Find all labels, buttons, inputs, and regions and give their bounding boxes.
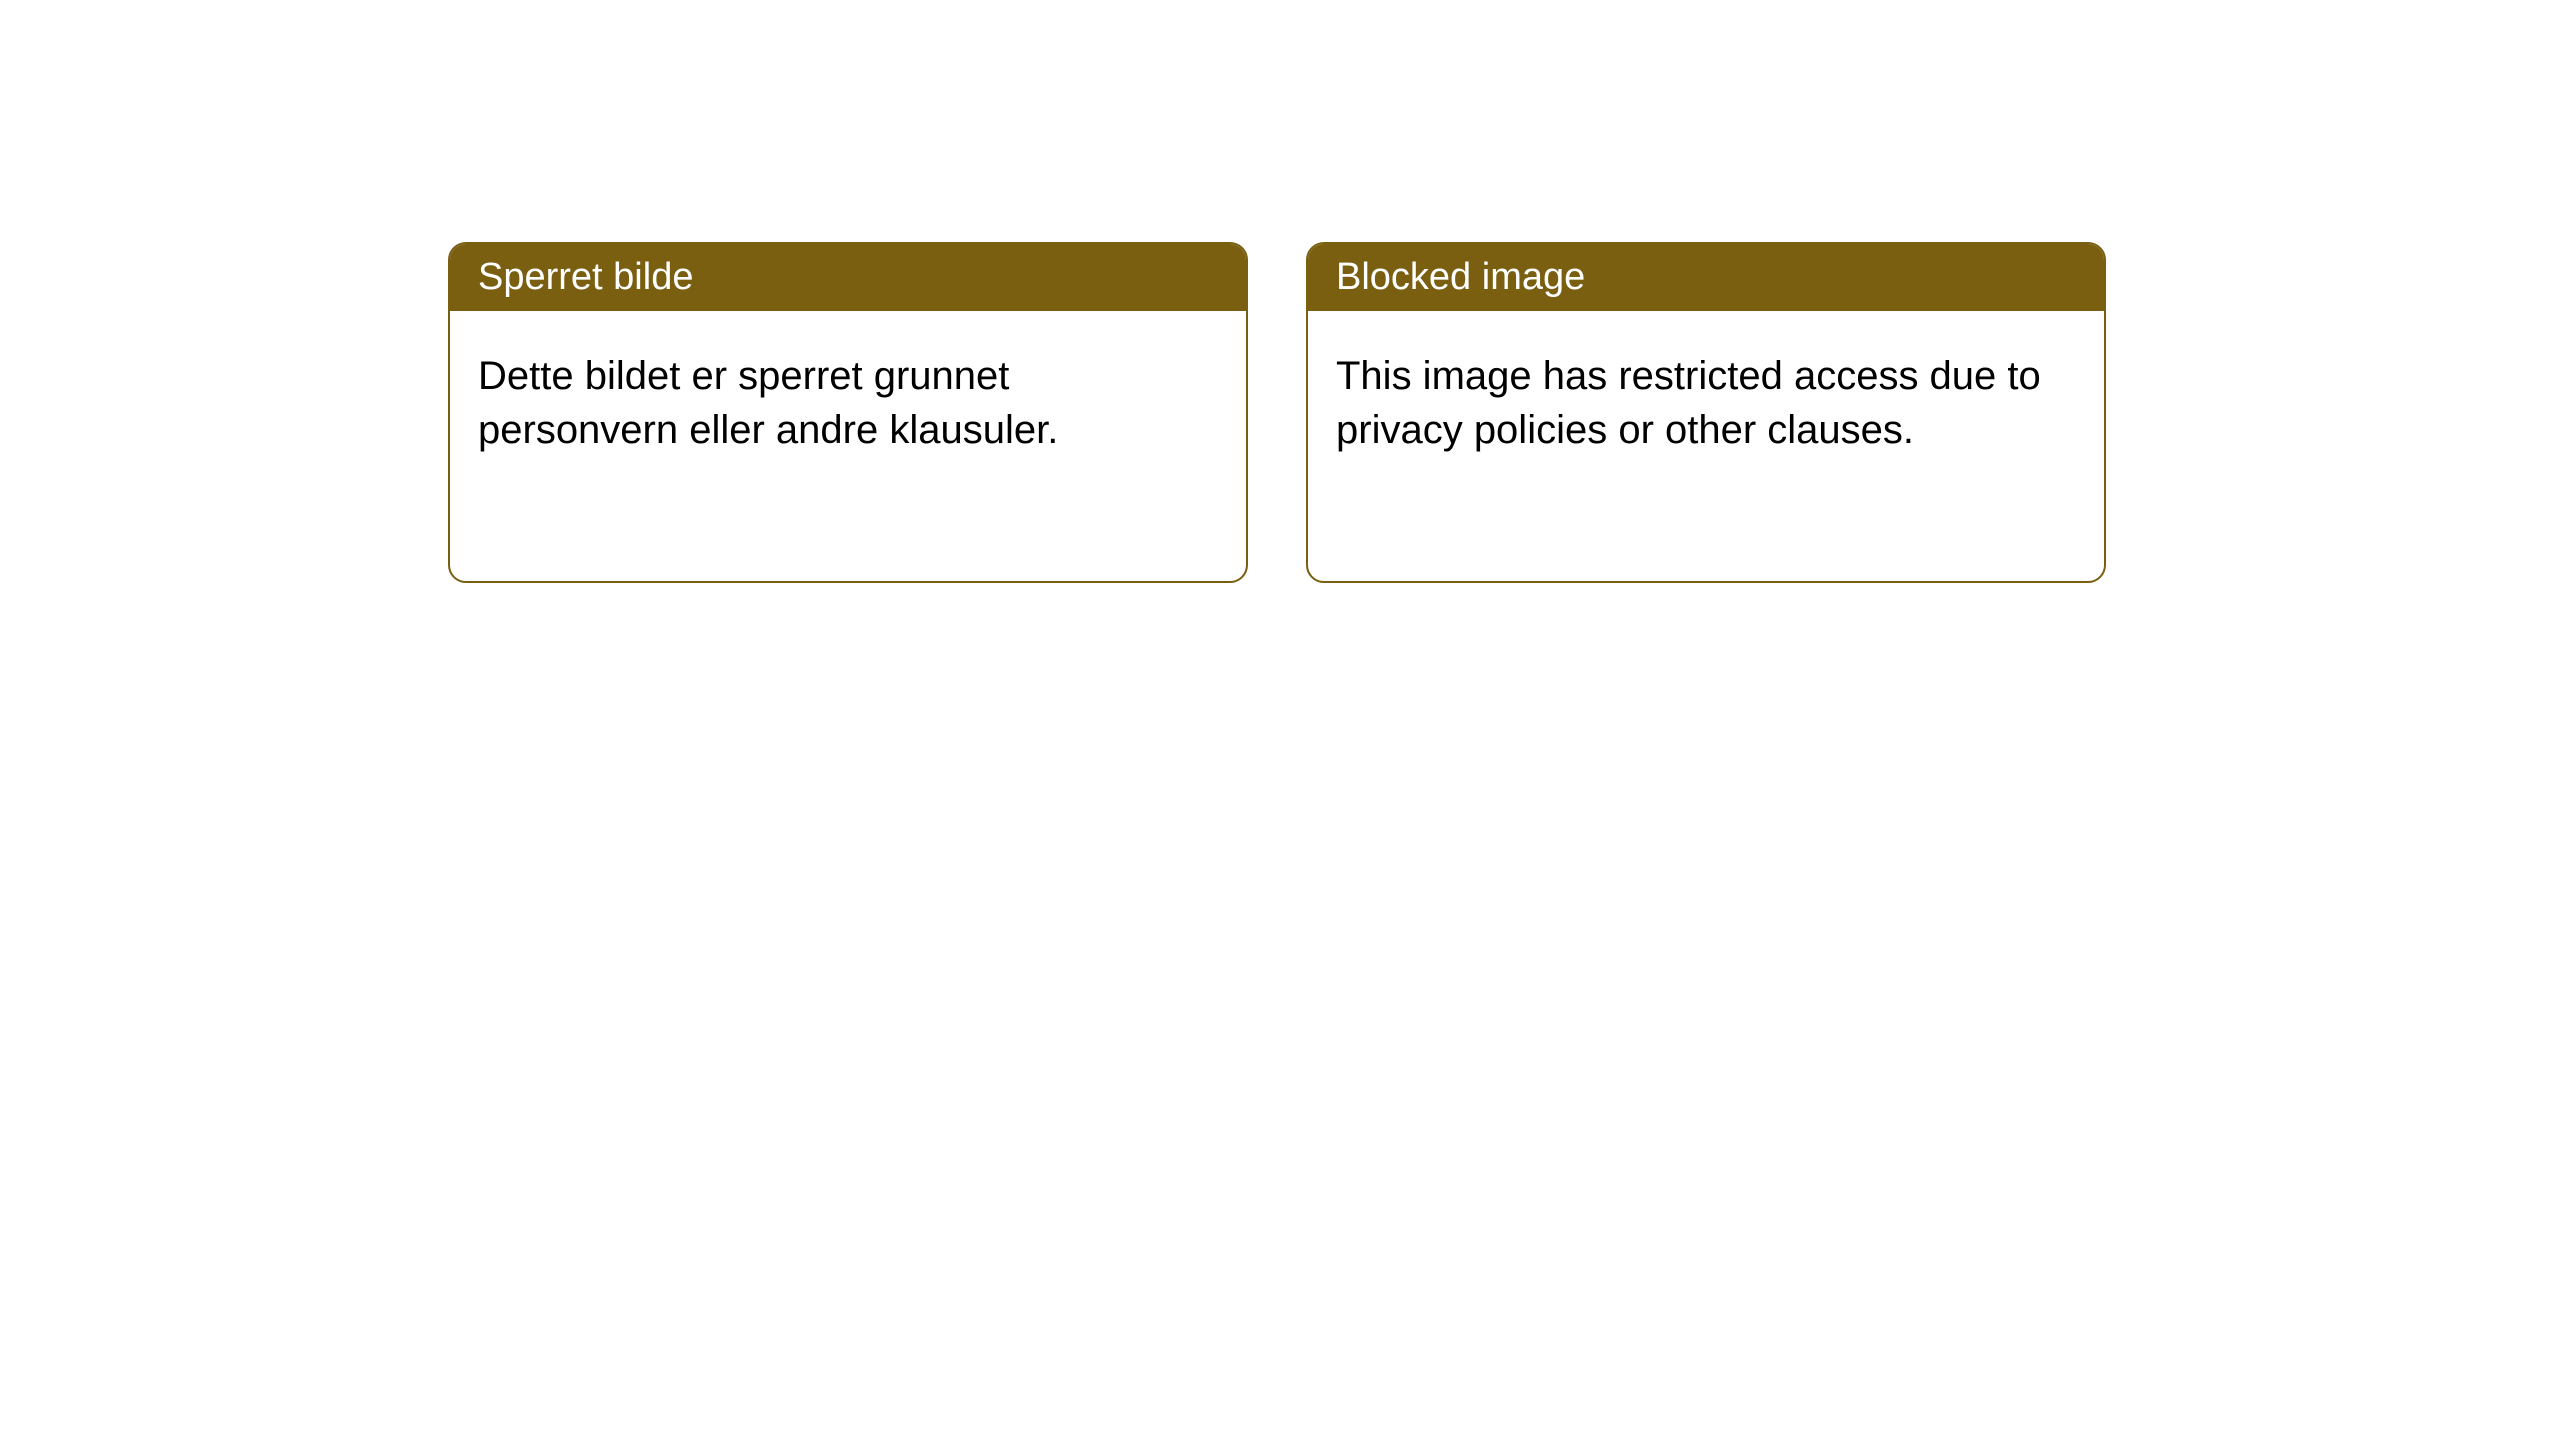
card-header: Sperret bilde (450, 244, 1246, 311)
card-body-text: This image has restricted access due to … (1336, 354, 2041, 452)
notice-card-english: Blocked image This image has restricted … (1306, 242, 2106, 583)
card-body: This image has restricted access due to … (1308, 311, 2104, 581)
card-title: Sperret bilde (478, 256, 693, 298)
notice-cards-container: Sperret bilde Dette bildet er sperret gr… (448, 242, 2106, 583)
notice-card-norwegian: Sperret bilde Dette bildet er sperret gr… (448, 242, 1248, 583)
card-title: Blocked image (1336, 256, 1585, 298)
card-body-text: Dette bildet er sperret grunnet personve… (478, 354, 1058, 452)
card-header: Blocked image (1308, 244, 2104, 311)
card-body: Dette bildet er sperret grunnet personve… (450, 311, 1246, 581)
